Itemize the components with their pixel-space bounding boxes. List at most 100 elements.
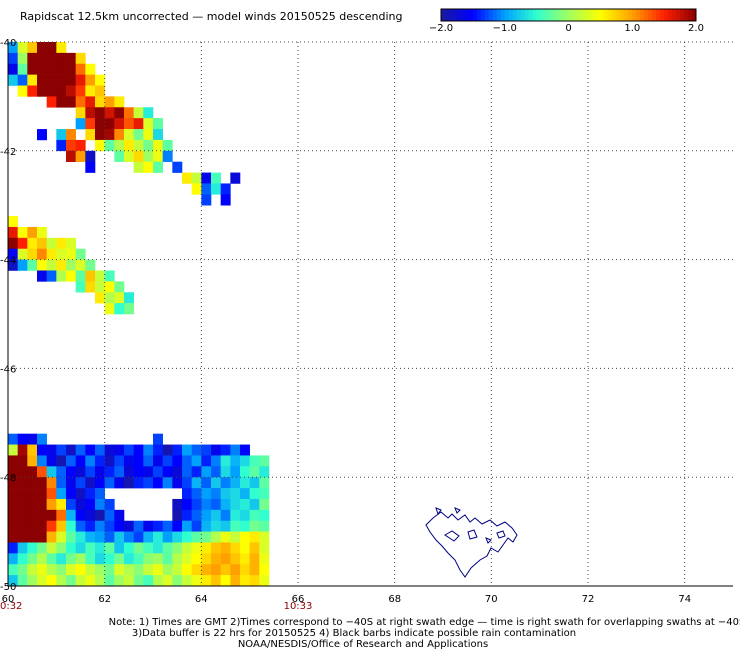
heatmap-cell xyxy=(104,96,115,108)
heatmap-cell xyxy=(85,150,96,162)
heatmap-cell xyxy=(75,531,86,543)
colorbar-segment xyxy=(616,9,621,21)
heatmap-cell xyxy=(27,237,38,250)
heatmap-cell xyxy=(17,455,28,467)
heatmap-cell xyxy=(249,520,260,532)
heatmap-cell xyxy=(133,466,144,478)
heatmap-cell xyxy=(56,52,67,65)
heatmap-cell xyxy=(56,542,67,554)
heatmap-cell xyxy=(201,575,212,586)
colorbar-segment xyxy=(456,9,462,21)
heatmap-cell xyxy=(27,575,38,586)
heatmap-cell xyxy=(259,542,270,554)
heatmap-cell xyxy=(143,542,154,554)
heatmap-cell xyxy=(85,281,96,293)
colorbar-segment xyxy=(680,9,685,21)
heatmap-cell xyxy=(134,586,144,597)
heatmap-cell xyxy=(17,553,28,565)
heatmap-cell xyxy=(56,96,67,108)
colorbar-segment xyxy=(540,9,545,21)
heatmap-cell xyxy=(46,455,57,467)
colorbar-segment xyxy=(520,9,526,21)
heatmap-cell xyxy=(220,531,231,543)
heatmap-cell xyxy=(162,564,173,576)
heatmap-cell xyxy=(153,433,163,445)
heatmap-cell xyxy=(8,509,18,522)
heatmap-cell xyxy=(95,96,105,108)
heatmap-cell xyxy=(85,608,95,619)
colorbar-frame xyxy=(440,8,697,22)
heatmap-cell xyxy=(153,129,163,141)
footer-note-line-2: 3)Data buffer is 22 hrs for 20150525 4) … xyxy=(132,628,576,639)
colorbar-segment xyxy=(684,9,689,21)
heatmap-cell xyxy=(75,542,86,554)
colorbar-tick-label: −1.0 xyxy=(493,23,517,34)
heatmap-cell xyxy=(104,498,115,511)
heatmap-cell xyxy=(95,118,105,130)
heatmap-cell xyxy=(75,488,86,500)
heatmap-cell xyxy=(56,564,67,576)
heatmap-cell xyxy=(211,466,221,478)
heatmap-cell xyxy=(56,488,67,500)
heatmap-cell xyxy=(56,597,66,608)
heatmap-cell xyxy=(143,118,154,130)
heatmap-cell xyxy=(75,281,86,293)
heatmap-cell xyxy=(46,520,57,532)
heatmap-cell xyxy=(220,498,231,511)
heatmap-cell xyxy=(220,564,231,576)
heatmap-cell xyxy=(230,575,241,586)
heatmap-cell xyxy=(104,139,115,152)
heatmap-cell xyxy=(66,586,76,597)
colorbar-segment xyxy=(588,9,593,21)
heatmap-cell xyxy=(8,498,18,511)
heatmap-cell xyxy=(66,259,76,271)
heatmap-cell xyxy=(201,488,212,500)
colorbar-segment xyxy=(500,9,506,21)
heatmap-cell xyxy=(27,488,38,500)
heatmap-cell xyxy=(172,509,183,522)
heatmap-cell xyxy=(76,608,86,619)
heatmap-cell xyxy=(211,488,221,500)
heatmap-cell xyxy=(76,619,86,630)
colorbar-segment xyxy=(672,9,677,21)
heatmap-cell xyxy=(143,129,154,141)
heatmap-cell xyxy=(172,466,183,478)
heatmap-cell xyxy=(124,107,134,119)
heatmap-cell xyxy=(104,466,115,478)
heatmap-cell xyxy=(85,63,96,75)
heatmap-cell xyxy=(114,107,125,119)
heatmap-cell xyxy=(37,226,47,239)
heatmap-cell xyxy=(104,292,115,304)
colorbar-segment xyxy=(444,9,450,21)
heatmap-cell xyxy=(114,129,125,141)
heatmap-cell xyxy=(114,477,125,489)
heatmap-cell xyxy=(191,455,202,467)
colorbar-segment xyxy=(560,9,565,21)
colorbar-segment xyxy=(664,9,669,21)
heatmap-cell xyxy=(46,444,57,456)
heatmap-cell xyxy=(46,42,57,54)
heatmap-cell xyxy=(153,444,163,456)
colorbar-segment xyxy=(484,9,490,21)
x-tick-label: 64 xyxy=(195,594,208,605)
heatmap-cell xyxy=(104,542,115,554)
colorbar-tick-label: 1.0 xyxy=(624,23,640,34)
heatmap-cell xyxy=(104,444,115,456)
heatmap-cell xyxy=(27,52,38,65)
colorbar-segment xyxy=(652,9,657,21)
heatmap-cell xyxy=(124,575,134,586)
heatmap-cell xyxy=(37,586,47,597)
heatmap-cell xyxy=(124,455,134,467)
heatmap-cell xyxy=(95,466,105,478)
heatmap-cell xyxy=(95,553,105,565)
heatmap-cell xyxy=(182,466,192,478)
heatmap-cell xyxy=(249,498,260,511)
heatmap-cell xyxy=(8,433,18,445)
heatmap-cell xyxy=(240,466,250,478)
heatmap-cell xyxy=(153,466,163,478)
heatmap-cell xyxy=(143,586,153,597)
heatmap-cell xyxy=(172,542,183,554)
heatmap-cell xyxy=(56,248,67,260)
heatmap-cell xyxy=(259,586,269,597)
heatmap-cell xyxy=(17,542,28,554)
